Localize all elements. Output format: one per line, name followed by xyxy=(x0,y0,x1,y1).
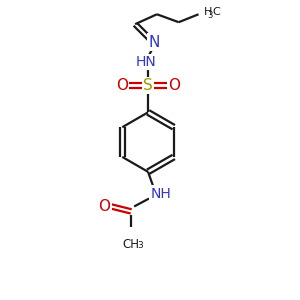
Text: C: C xyxy=(212,7,220,17)
Text: 3: 3 xyxy=(208,11,213,20)
Text: O: O xyxy=(98,199,110,214)
Text: O: O xyxy=(168,78,180,93)
Text: O: O xyxy=(116,78,128,93)
Text: N: N xyxy=(148,34,160,50)
Text: HN: HN xyxy=(136,55,156,69)
Text: H: H xyxy=(203,7,212,17)
Text: S: S xyxy=(143,78,153,93)
Text: NH: NH xyxy=(151,187,171,201)
Text: 3: 3 xyxy=(137,241,143,250)
Text: CH: CH xyxy=(123,238,140,251)
